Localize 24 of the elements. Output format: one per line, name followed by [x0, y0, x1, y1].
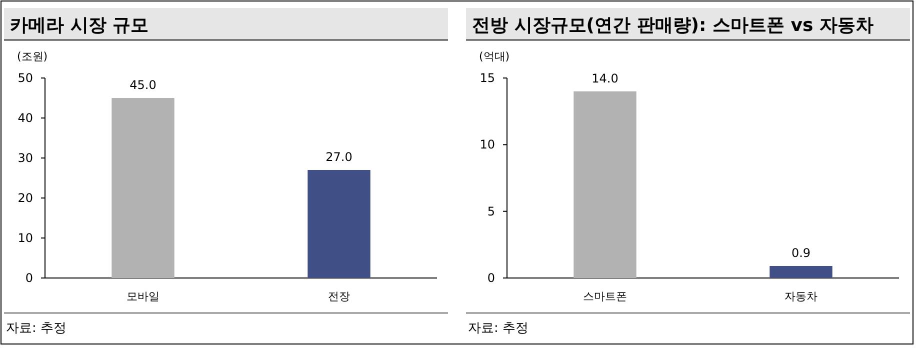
data-label: 27.0 [326, 150, 352, 164]
y-axis-title: (조원) [17, 50, 48, 63]
x-tick-label: 자동차 [784, 290, 818, 303]
text: 자료: 추정 [6, 321, 67, 336]
y-tick-label: 10 [18, 231, 33, 245]
y-tick-label: 40 [18, 111, 33, 125]
y-tick-label: 30 [18, 151, 33, 165]
y-tick-label: 0 [25, 271, 33, 285]
text: 자료: 추정 [468, 321, 529, 336]
chart-title: 카메라 시장 규모 [10, 15, 149, 36]
chart-title: 전방 시장규모(연간 판매량): 스마트폰 vs 자동차 [472, 15, 874, 36]
data-label: 0.9 [791, 246, 811, 260]
y-axis-title: (억대) [479, 50, 510, 63]
data-label: 14.0 [592, 71, 618, 86]
x-tick-label: 스마트폰 [583, 290, 627, 303]
y-tick-label: 15 [480, 71, 495, 85]
y-tick-label: 0 [487, 271, 495, 285]
data-label: 45.0 [130, 78, 156, 92]
x-tick-label: 전장 [328, 290, 350, 303]
y-tick-label: 50 [18, 71, 33, 85]
y-tick-label: 10 [480, 138, 495, 152]
y-tick-label: 5 [487, 204, 495, 218]
y-tick-label: 20 [18, 191, 33, 205]
x-tick-label: 모바일 [126, 290, 160, 303]
